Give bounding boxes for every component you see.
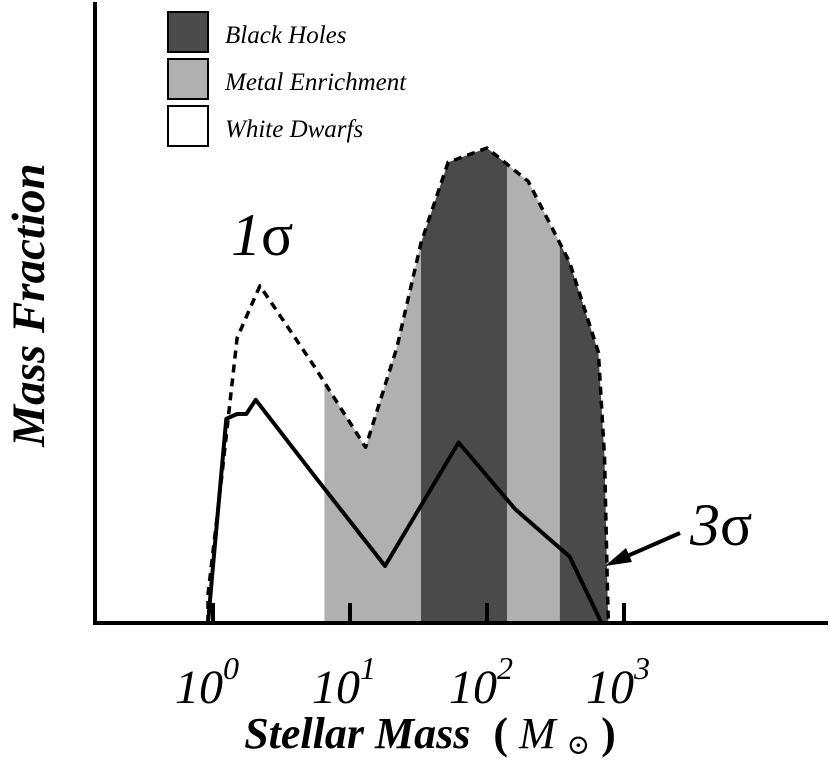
series-label-1sigma: 1σ bbox=[231, 202, 293, 268]
series-0-line bbox=[206, 146, 611, 624]
arrow-3sigma bbox=[605, 531, 681, 566]
legend-label-2: White Dwarfs bbox=[225, 116, 363, 143]
legend-label-0: Black Holes bbox=[225, 22, 346, 49]
legend-swatch-2 bbox=[167, 105, 209, 147]
series-label-3sigma: 3σ bbox=[689, 492, 752, 558]
x-tick-label-2: 102 bbox=[449, 650, 513, 714]
y-axis-label: Mass Fraction bbox=[3, 163, 55, 447]
x-tick-label-3: 103 bbox=[586, 650, 650, 714]
series-layer bbox=[206, 146, 611, 624]
band-2 bbox=[507, 148, 560, 623]
x-axis-label: Stellar Mass ( M ⊙ ) bbox=[244, 709, 616, 763]
x-tick-label-0: 100 bbox=[175, 650, 239, 714]
x-ticks: 100 101 102 103 bbox=[175, 603, 650, 714]
x-axis-label-open: ( bbox=[493, 709, 508, 758]
legend: Black Holes Metal Enrichment White Dwarfs bbox=[167, 11, 407, 147]
legend-label-1: Metal Enrichment bbox=[224, 69, 407, 96]
legend-swatch-0 bbox=[167, 11, 209, 53]
x-axis-label-sun: ⊙ bbox=[567, 730, 590, 761]
series-1-line bbox=[206, 397, 603, 624]
x-axis-label-symbol: M bbox=[518, 709, 558, 758]
legend-swatch-1 bbox=[167, 58, 209, 100]
x-tick-label-1: 101 bbox=[312, 650, 376, 714]
band-3 bbox=[559, 148, 609, 623]
band-1 bbox=[421, 148, 507, 623]
x-axis-label-main: Stellar Mass bbox=[244, 709, 470, 758]
x-axis-label-close: ) bbox=[601, 709, 616, 758]
